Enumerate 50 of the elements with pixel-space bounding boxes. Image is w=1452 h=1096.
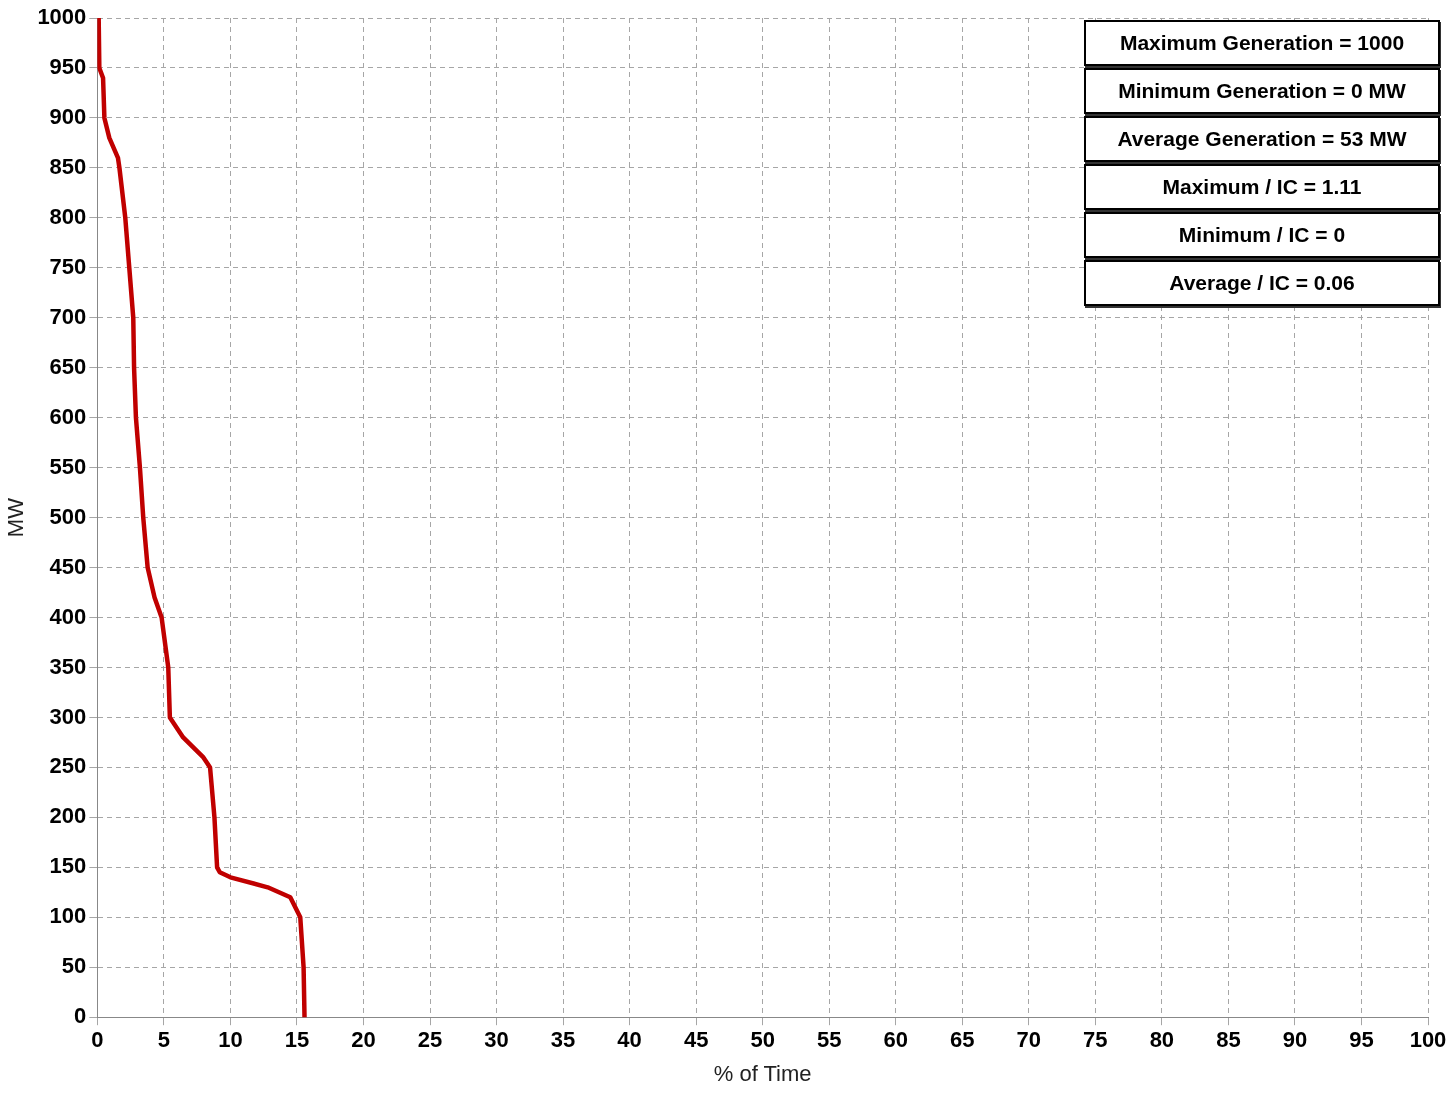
y-tick-label: 100 xyxy=(49,903,87,929)
x-tick-label: 100 xyxy=(1409,1027,1447,1053)
y-tick-label: 0 xyxy=(74,1003,87,1029)
annotation: Average Generation = 53 MW xyxy=(1084,116,1440,162)
x-tick-label: 75 xyxy=(1083,1027,1108,1053)
x-tick-label: 25 xyxy=(417,1027,443,1053)
y-tick-label: 450 xyxy=(49,553,87,579)
x-axis-title: % of Time xyxy=(713,1060,812,1086)
annotation: Minimum / IC = 0 xyxy=(1084,212,1440,258)
x-tick-label: 5 xyxy=(157,1027,170,1053)
y-tick-label: 150 xyxy=(49,853,87,879)
y-tick-label: 850 xyxy=(49,153,87,179)
x-tick-label: 40 xyxy=(617,1027,642,1053)
annotation: Average / IC = 0.06 xyxy=(1084,260,1440,306)
y-tick-label: 50 xyxy=(61,953,87,979)
y-tick-label: 400 xyxy=(49,603,87,629)
annotation: Minimum Generation = 0 MW xyxy=(1084,68,1440,114)
y-tick-label: 550 xyxy=(49,453,87,479)
y-tick-label: 700 xyxy=(49,303,87,329)
x-tick-label: 30 xyxy=(484,1027,509,1053)
y-tick-label: 1000 xyxy=(37,4,87,30)
annotation: Maximum Generation = 1000 xyxy=(1084,20,1440,66)
annotation: Maximum / IC = 1.11 xyxy=(1084,164,1440,210)
y-tick-label: 250 xyxy=(49,753,87,779)
y-tick-label: 600 xyxy=(49,403,87,429)
y-tick-label: 950 xyxy=(49,54,87,80)
y-tick-label: 300 xyxy=(49,703,87,729)
x-tick-label: 45 xyxy=(683,1027,709,1053)
y-tick-label: 200 xyxy=(49,803,87,829)
x-tick-label: 15 xyxy=(284,1027,310,1053)
x-tick-label: 50 xyxy=(750,1027,775,1053)
x-tick-label: 95 xyxy=(1349,1027,1374,1053)
x-tick-label: 90 xyxy=(1282,1027,1308,1053)
y-tick-label: 750 xyxy=(49,253,87,279)
x-tick-label: 0 xyxy=(91,1027,104,1053)
y-tick-label: 650 xyxy=(49,353,87,379)
x-tick-label: 35 xyxy=(550,1027,576,1053)
x-tick-label: 60 xyxy=(883,1027,908,1053)
x-tick-label: 80 xyxy=(1149,1027,1175,1053)
y-tick-label: 900 xyxy=(49,103,87,129)
x-tick-label: 20 xyxy=(351,1027,376,1053)
x-tick-label: 10 xyxy=(218,1027,243,1053)
x-tick-label: 65 xyxy=(950,1027,975,1053)
y-tick-label: 350 xyxy=(49,653,87,679)
y-tick-label: 800 xyxy=(49,203,87,229)
x-tick-label: 85 xyxy=(1216,1027,1241,1053)
y-axis-title: MW xyxy=(3,497,29,538)
x-tick-label: 70 xyxy=(1016,1027,1042,1053)
x-tick-label: 55 xyxy=(816,1027,842,1053)
y-tick-label: 500 xyxy=(49,503,87,529)
